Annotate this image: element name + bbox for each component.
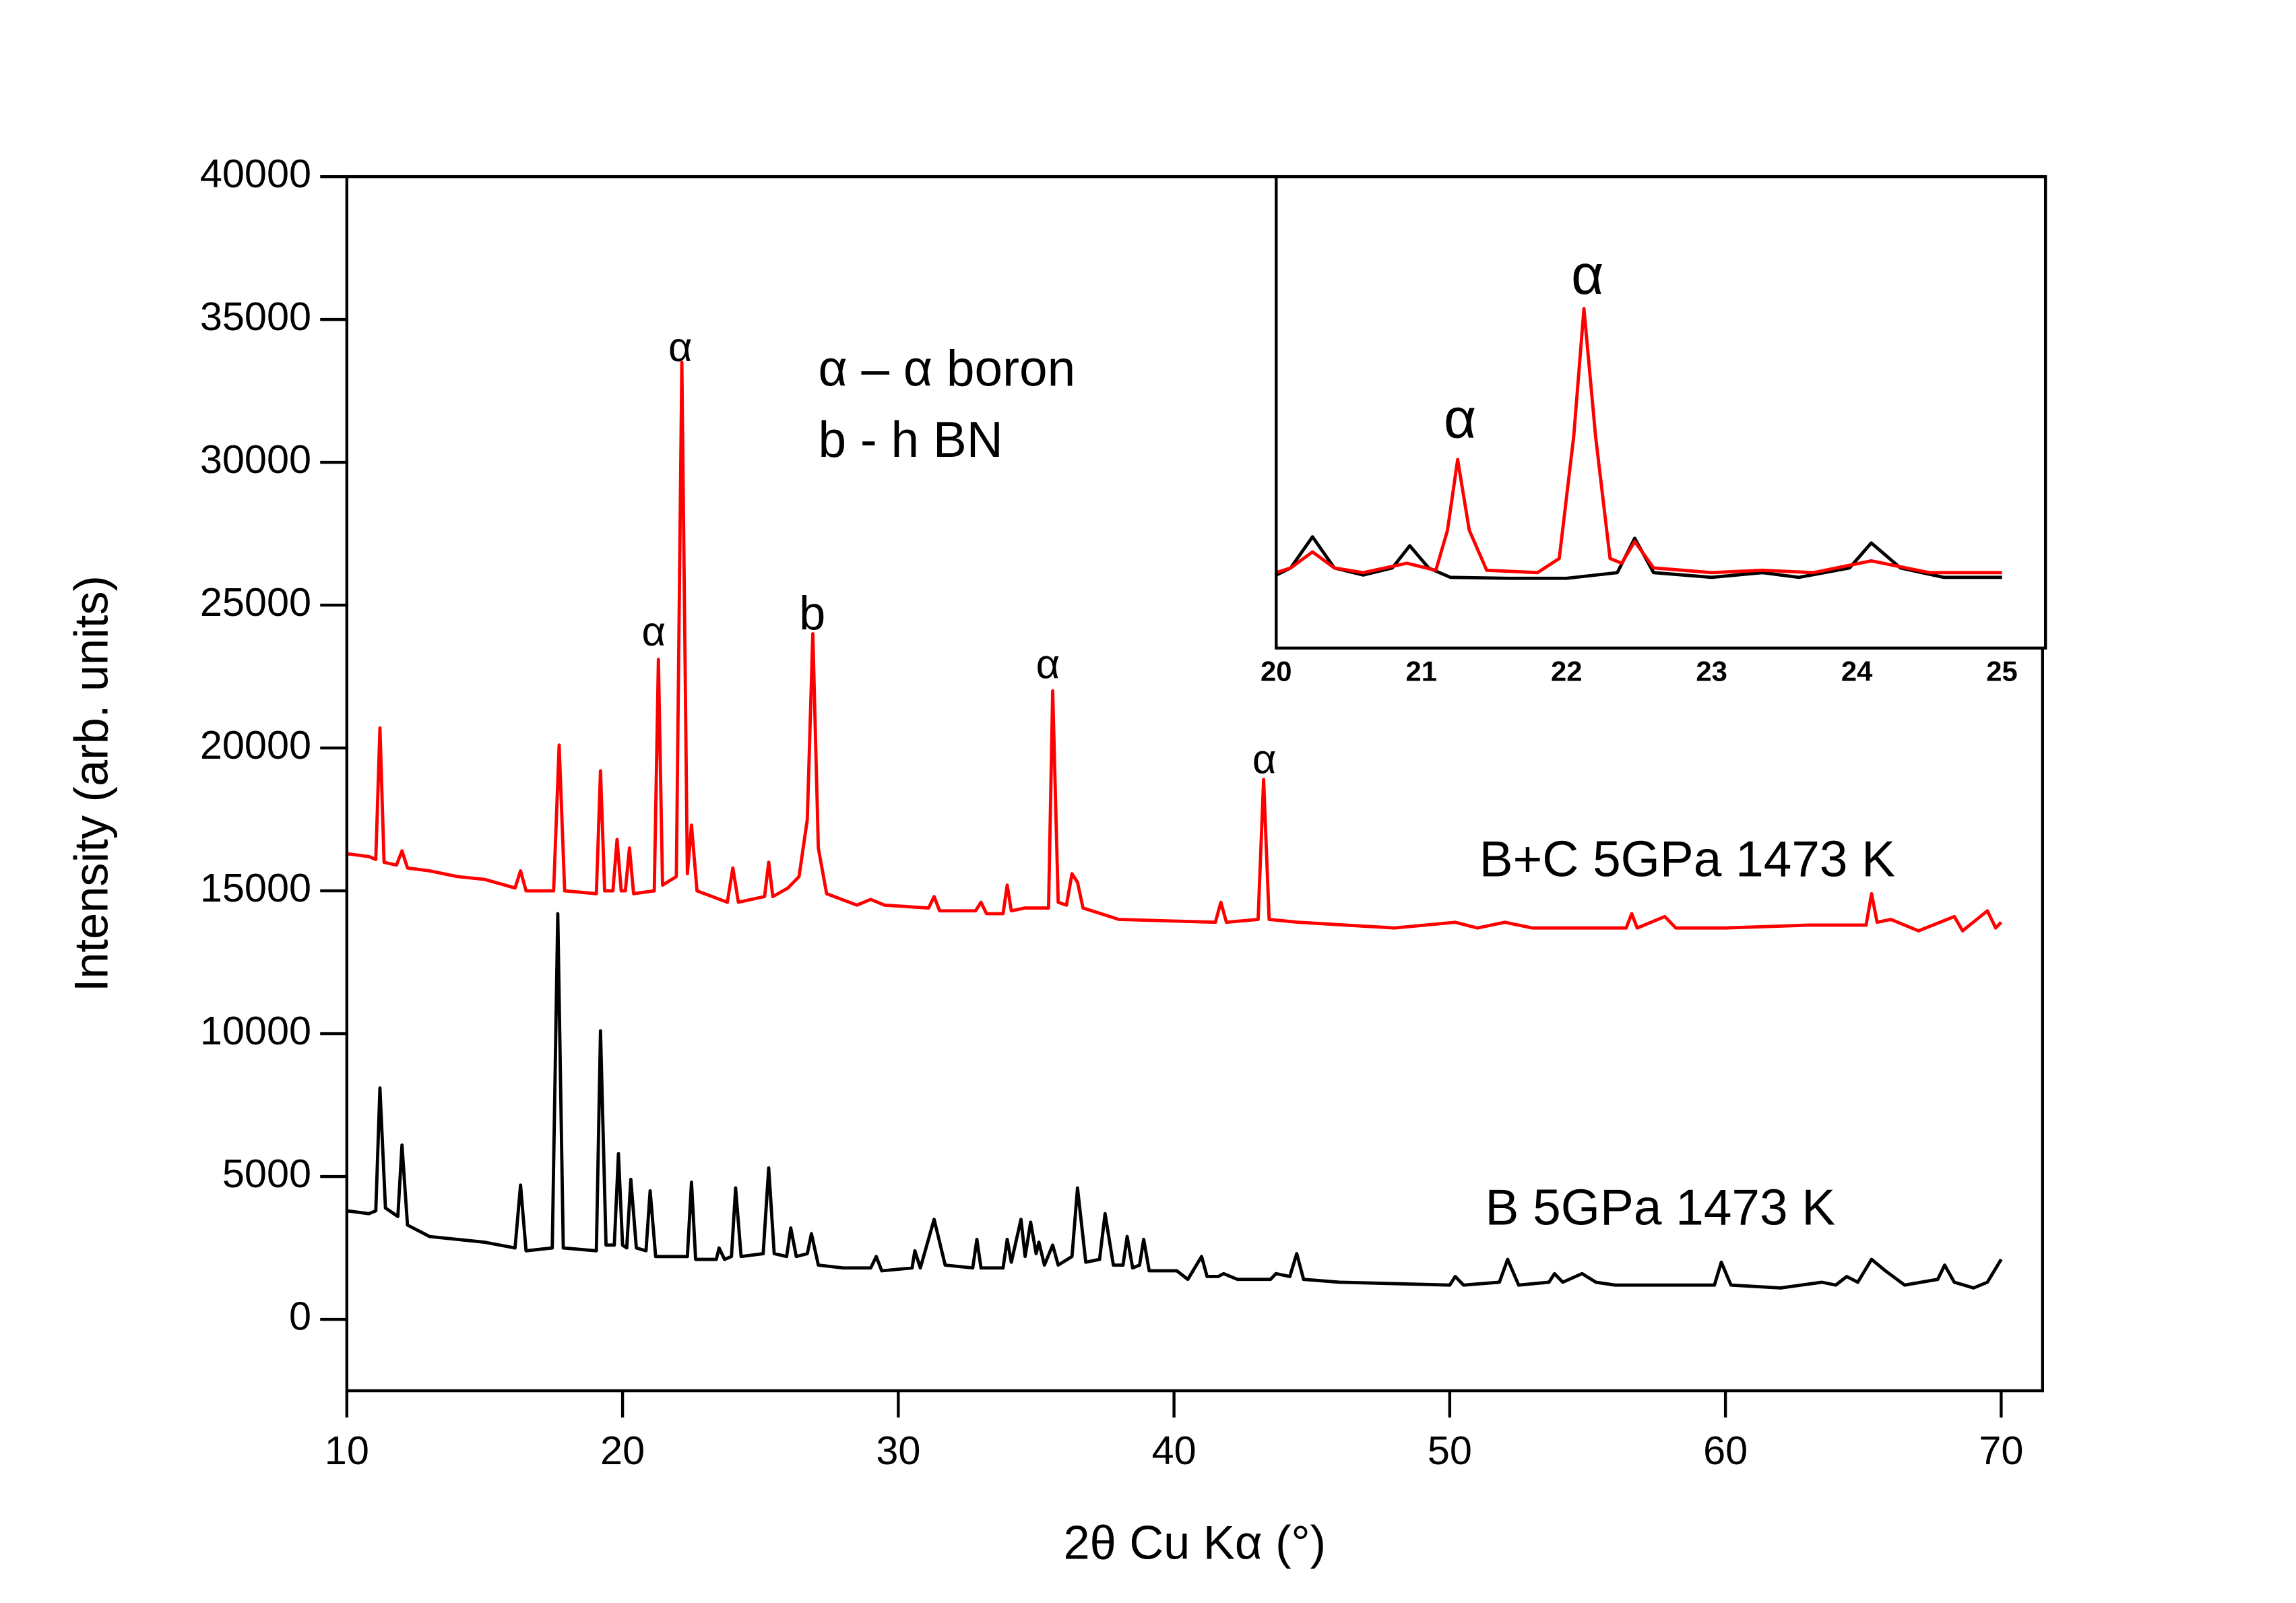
y-tick-label: 15000 bbox=[200, 865, 311, 910]
annotation: α bbox=[1036, 641, 1060, 688]
y-tick-label: 0 bbox=[289, 1294, 311, 1339]
plot-frame bbox=[345, 175, 2044, 1393]
x-tick-label: 21 bbox=[1406, 655, 1438, 687]
annotation: α bbox=[641, 608, 666, 655]
data-line bbox=[346, 360, 2003, 933]
y-tick-label: 5000 bbox=[222, 1151, 311, 1196]
x-tick-label: 10 bbox=[325, 1428, 369, 1473]
annotation: α – α boron bbox=[818, 340, 1075, 396]
x-tick-label: 22 bbox=[1551, 655, 1583, 687]
inset-plot: 20 21 22 23 24 25 α α bbox=[1261, 175, 2047, 687]
y-tick-label: 40000 bbox=[200, 151, 311, 196]
x-tick-label: 60 bbox=[1703, 1428, 1748, 1473]
x-tick-label: 30 bbox=[876, 1428, 920, 1473]
main-plot: 10 20 30 40 50 60 70 0 5000 10000 15000 20000 25000 3… bbox=[64, 151, 2044, 1569]
plot-frame bbox=[1275, 175, 2047, 650]
data-line bbox=[1275, 307, 2002, 575]
y-axis-title: Intensity (arb. units) bbox=[64, 575, 117, 992]
inset-background bbox=[1276, 177, 2046, 648]
y-tick-label: 30000 bbox=[200, 437, 311, 482]
series-label: B 5GPa 1473 K bbox=[1486, 1179, 1836, 1236]
y-tick-label: 35000 bbox=[200, 294, 311, 339]
annotation: b bbox=[799, 586, 825, 639]
x-tick-label: 25 bbox=[1986, 655, 2018, 687]
series-label: B+C 5GPa 1473 K bbox=[1479, 831, 1896, 887]
annotation: α bbox=[1571, 243, 1603, 306]
x-tick-label: 70 bbox=[1979, 1428, 2023, 1473]
x-tick-label: 40 bbox=[1152, 1428, 1197, 1473]
annotation: α bbox=[1444, 386, 1476, 449]
annotation: α bbox=[668, 324, 693, 371]
y-tick-label: 10000 bbox=[200, 1008, 311, 1053]
x-tick-label: 23 bbox=[1696, 655, 1727, 687]
annotation: α bbox=[1252, 736, 1277, 782]
y-tick-label: 20000 bbox=[200, 722, 311, 767]
x-tick-label: 24 bbox=[1841, 655, 1873, 687]
x-tick-label: 20 bbox=[1261, 655, 1292, 687]
x-tick-label: 20 bbox=[600, 1428, 645, 1473]
annotation: b - h BN bbox=[818, 411, 1002, 468]
y-tick-label: 25000 bbox=[200, 579, 311, 625]
x-axis-title: 2θ Cu Kα (°) bbox=[1063, 1516, 1326, 1569]
data-line bbox=[346, 912, 2003, 1290]
x-tick-label: 50 bbox=[1428, 1428, 1472, 1473]
